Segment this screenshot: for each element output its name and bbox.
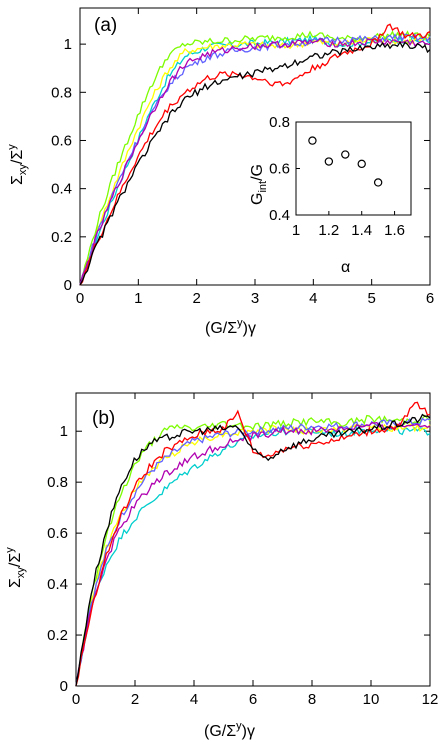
inset-point xyxy=(308,136,317,145)
inset-plot: 1 1.2 1.4 1.6 0.4 0.6 0.8 α Gint/G xyxy=(249,114,412,276)
x-tick-label: 6 xyxy=(249,691,257,708)
y-tick-label: 0.8 xyxy=(51,84,72,101)
y-tick-label: 0.8 xyxy=(47,474,68,491)
y-tick-label: 0 xyxy=(60,678,68,695)
panel-b-frame xyxy=(75,392,431,687)
inset-points xyxy=(308,136,383,187)
x-tick-label: 3 xyxy=(251,290,259,307)
series-line-0 xyxy=(75,425,431,687)
inset-x-tick-label: 1.2 xyxy=(318,222,339,239)
series-line-6 xyxy=(79,40,431,286)
x-tick-label: 5 xyxy=(367,290,375,307)
x-tick-label: 4 xyxy=(190,691,198,708)
inset-point xyxy=(357,159,366,169)
inset-y-tick-label: 0.8 xyxy=(269,114,290,131)
inset-ylabel: Gint/G xyxy=(249,164,269,205)
y-tick-label: 0.4 xyxy=(47,576,68,593)
y-tick-label: 0.6 xyxy=(47,525,68,542)
x-tick-label: 6 xyxy=(426,290,434,307)
y-tick-label: 1 xyxy=(60,423,68,440)
x-tick-label: 4 xyxy=(309,290,317,307)
x-tick-label: 0 xyxy=(72,691,80,708)
y-tick-label: 0.4 xyxy=(51,181,72,198)
inset-x-tick-label: 1.6 xyxy=(384,222,405,239)
panel-a-ylabel: Σxy/Σy xyxy=(6,144,29,185)
series-line-5 xyxy=(75,401,431,687)
series-line-4 xyxy=(75,421,431,687)
inset-ticks: 1 1.2 1.4 1.6 0.4 0.6 0.8 xyxy=(269,114,405,239)
inset-x-tick-label: 1.4 xyxy=(351,222,372,239)
panel-a-label: (a) xyxy=(94,15,117,36)
inset-point xyxy=(341,150,350,159)
inset-y-tick-label: 0.6 xyxy=(269,161,290,178)
panel-a-series xyxy=(79,23,431,286)
x-tick-label: 0 xyxy=(76,290,84,307)
series-line-2 xyxy=(75,414,431,687)
series-line-5 xyxy=(79,23,431,286)
y-tick-label: 0.6 xyxy=(51,132,72,149)
panel-a: (a) 0 1 2 3 4 5 6 0 0.2 0.4 0.6 0.8 1 Σxy/Σy (G/Σy)γ… xyxy=(6,7,434,337)
series-line-3 xyxy=(75,417,431,687)
y-tick-label: 0.2 xyxy=(51,229,72,246)
panel-b-label: (b) xyxy=(92,408,115,429)
inset-x-tick-label: 1 xyxy=(292,222,300,239)
x-tick-label: 12 xyxy=(422,691,439,708)
y-tick-label: 0.2 xyxy=(47,627,68,644)
inset-frame xyxy=(295,121,412,216)
x-tick-label: 8 xyxy=(308,691,316,708)
panel-b-ylabel: Σxy/Σy xyxy=(4,547,27,588)
y-tick-label: 0 xyxy=(64,277,72,294)
inset-point xyxy=(324,157,334,166)
x-tick-label: 2 xyxy=(131,691,139,708)
x-tick-label: 2 xyxy=(192,290,200,307)
series-line-4 xyxy=(79,38,431,286)
panel-b-xlabel: (G/Σy)γ xyxy=(204,720,255,740)
panel-b: (b) 0 2 4 6 8 10 12 0 0.2 0.4 0.6 0.8 1 Σxy/Σy (G/Σy… xyxy=(4,392,438,740)
series-line-1 xyxy=(75,423,431,687)
panel-b-series xyxy=(75,401,431,687)
x-tick-label: 1 xyxy=(134,290,142,307)
x-tick-label: 10 xyxy=(363,691,380,708)
panel-b-ticks: 0 2 4 6 8 10 12 0 0.2 0.4 0.6 0.8 1 xyxy=(47,393,438,708)
y-tick-label: 1 xyxy=(64,36,72,53)
inset-xlabel: α xyxy=(341,259,350,276)
panel-a-ticks: 0 1 2 3 4 5 6 0 0.2 0.4 0.6 0.8 1 xyxy=(51,8,434,307)
inset-y-tick-label: 0.4 xyxy=(269,207,290,224)
series-line-6 xyxy=(75,413,431,687)
inset-point xyxy=(373,178,383,187)
panel-a-xlabel: (G/Σy)γ xyxy=(205,317,256,337)
